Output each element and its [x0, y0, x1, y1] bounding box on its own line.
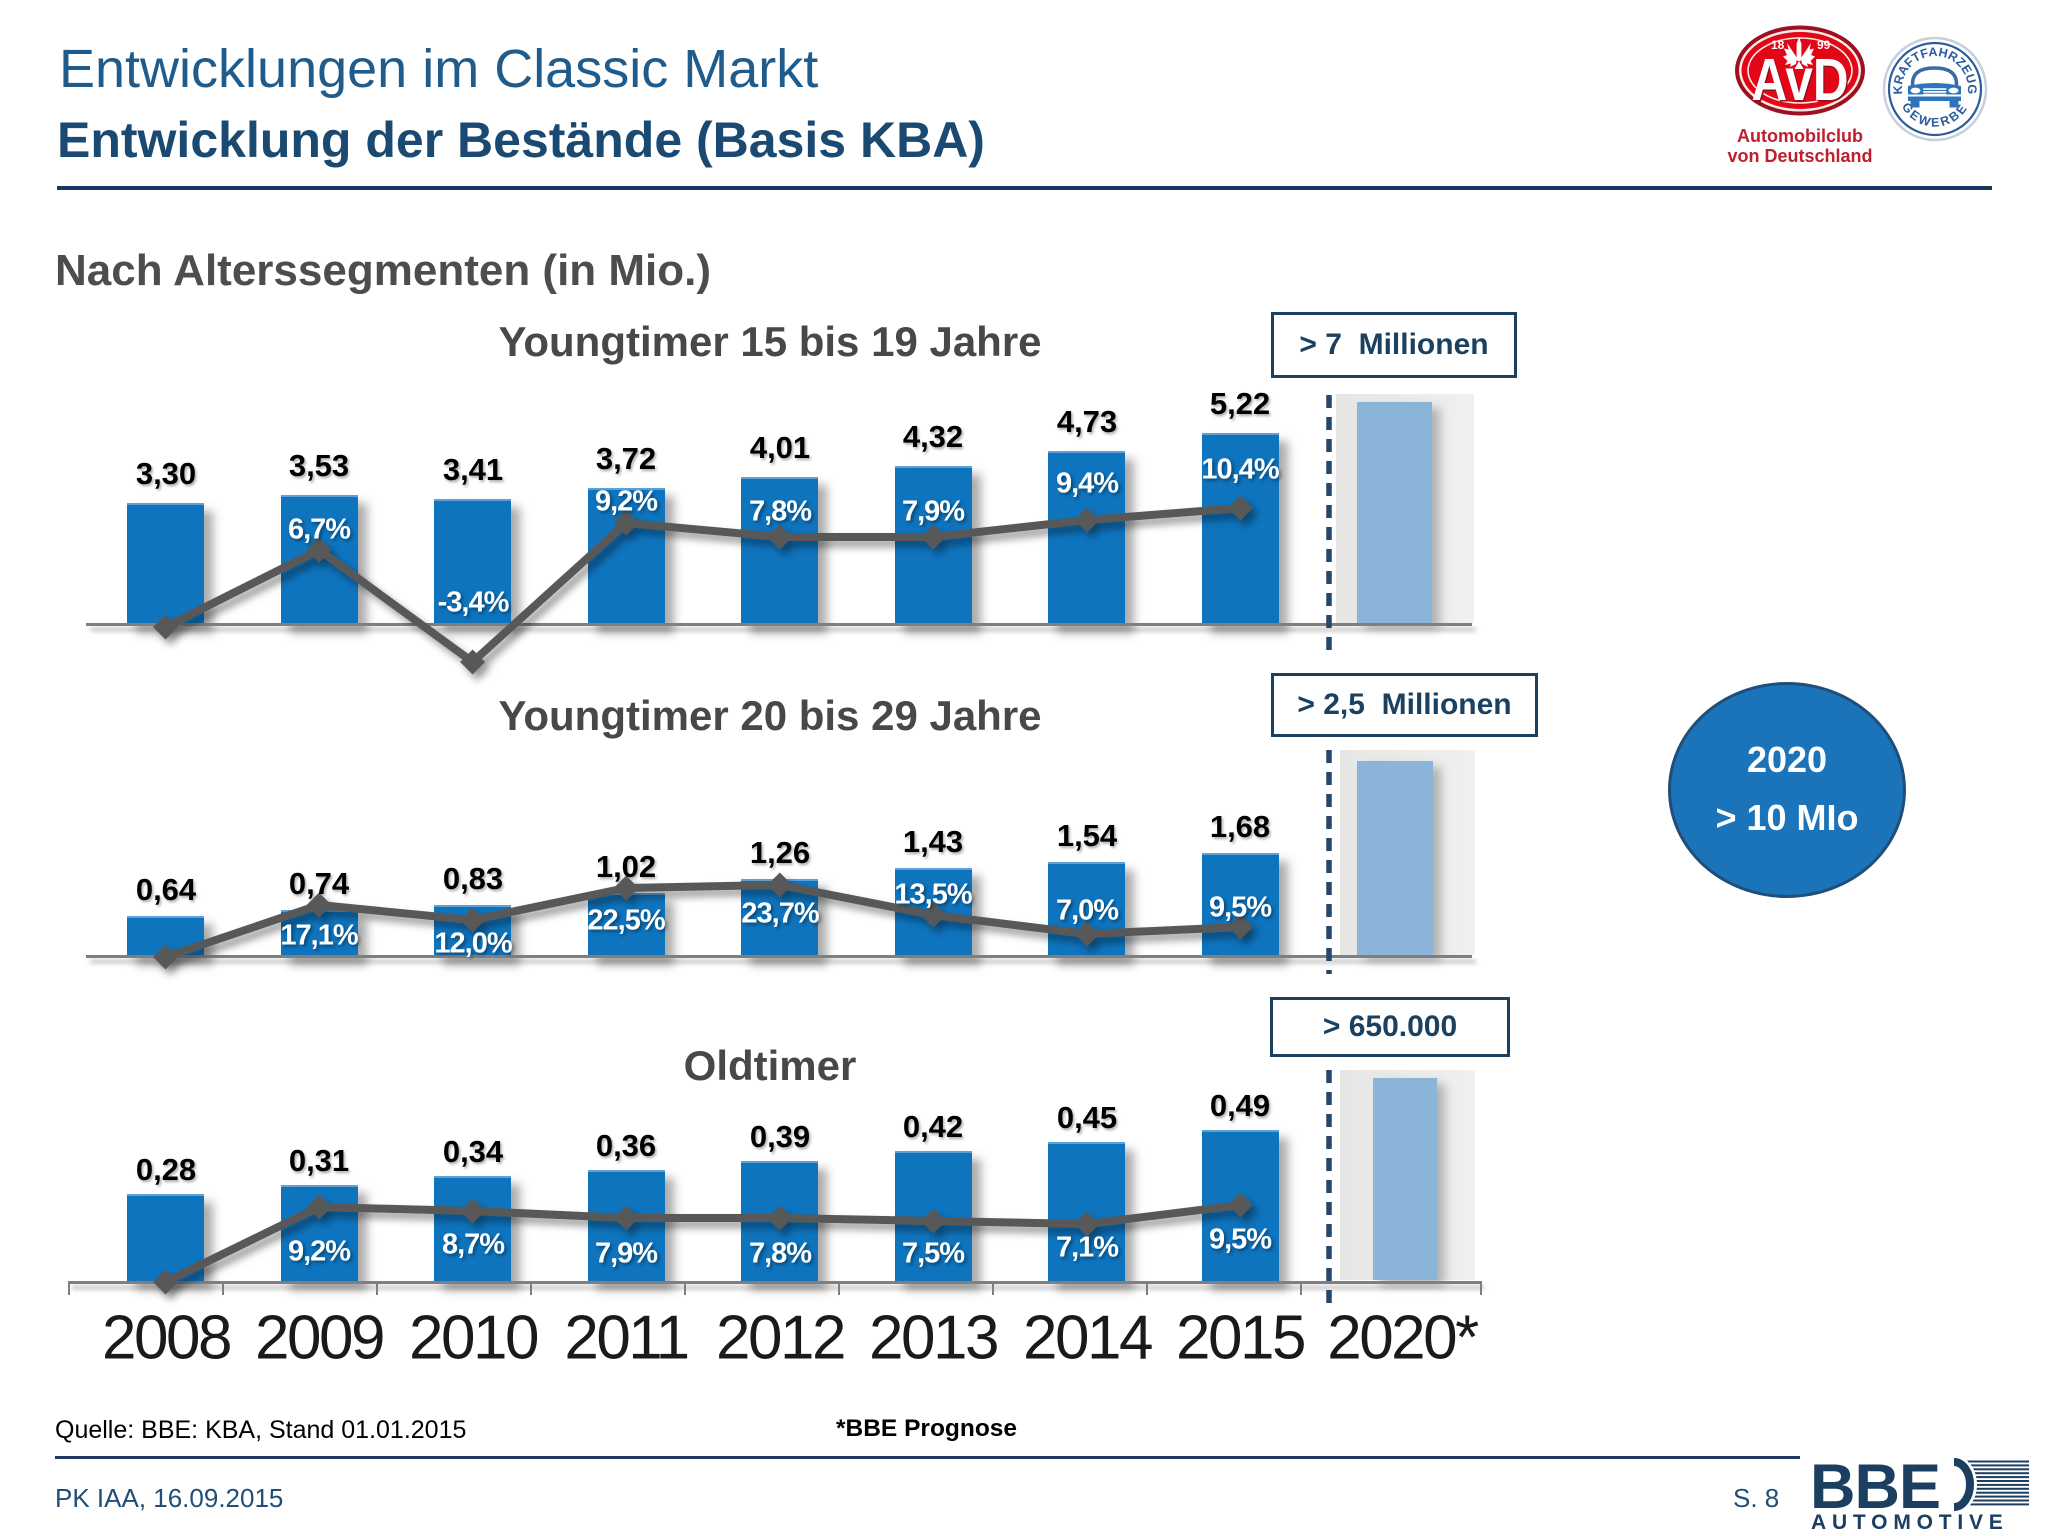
svg-text:von Deutschland: von Deutschland	[1727, 146, 1872, 166]
svg-text:BBE: BBE	[1810, 1452, 1940, 1522]
svg-text:99: 99	[1817, 38, 1831, 52]
svg-text:18: 18	[1771, 38, 1785, 52]
svg-text:Automobilclub: Automobilclub	[1737, 126, 1863, 146]
svg-text:AvD: AvD	[1752, 47, 1849, 113]
svg-text:AUTOMOTIVE: AUTOMOTIVE	[1811, 1511, 2009, 1534]
